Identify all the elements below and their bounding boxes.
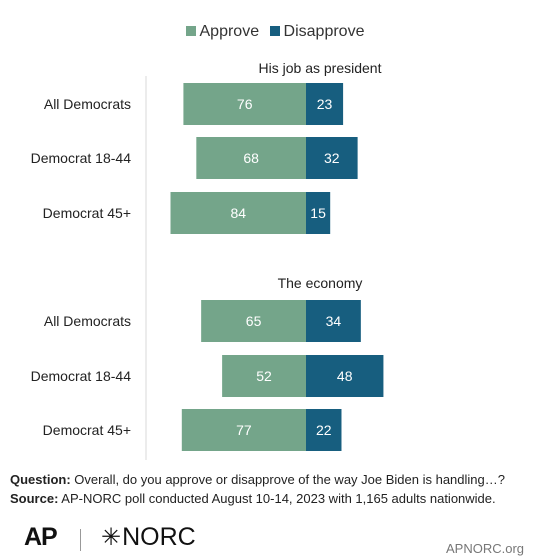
source-note: Source: AP-NORC poll conducted August 10… <box>10 489 545 508</box>
bar-disapprove <box>306 300 361 342</box>
value-label-approve: 76 <box>237 96 253 112</box>
value-label-approve: 52 <box>256 368 272 384</box>
chart-footer: Question: Overall, do you approve or dis… <box>10 470 545 508</box>
row-label: All Democrats <box>44 313 131 329</box>
value-label-disapprove: 22 <box>316 422 332 438</box>
legend-swatch-disapprove <box>269 26 280 36</box>
value-label-approve: 77 <box>236 422 252 438</box>
row-label: Democrat 45+ <box>43 205 131 221</box>
question-text: Overall, do you approve or disapprove of… <box>70 472 505 487</box>
group-title: The economy <box>278 275 363 291</box>
value-label-approve: 68 <box>243 150 259 166</box>
question-note: Question: Overall, do you approve or dis… <box>10 470 545 489</box>
bar-approve <box>170 192 306 234</box>
bar-disapprove <box>306 137 358 179</box>
bar-approve <box>201 300 306 342</box>
bar-approve <box>183 83 306 125</box>
value-label-disapprove: 15 <box>310 205 326 221</box>
row-label: Democrat 45+ <box>43 422 131 438</box>
norc-wordmark: NORC <box>122 523 196 551</box>
norc-logo: ✳NORC <box>101 523 196 552</box>
source-label: Source: <box>10 491 59 506</box>
legend-label-disapprove: Disapprove <box>283 23 365 40</box>
diverging-bar-chart: His job as president All Democrats 76 23 Dem… <box>31 60 384 460</box>
bar-approve <box>222 355 306 397</box>
bar-approve <box>196 137 306 179</box>
logo-divider <box>80 529 81 551</box>
value-label-disapprove: 34 <box>326 313 342 329</box>
value-label-disapprove: 48 <box>337 368 353 384</box>
value-label-approve: 84 <box>230 205 246 221</box>
bar-disapprove <box>306 192 331 234</box>
norc-star-icon: ✳ <box>101 524 122 551</box>
chart-legend: Approve Disapprove <box>0 23 550 41</box>
bar-disapprove <box>306 409 342 451</box>
question-label: Question: <box>10 472 71 487</box>
row-label: All Democrats <box>44 96 131 112</box>
ap-logo: AP <box>24 523 58 551</box>
legend-swatch-approve <box>185 26 196 36</box>
legend-item-approve: Approve <box>185 23 260 41</box>
source-text: AP-NORC poll conducted August 10-14, 202… <box>58 491 496 506</box>
value-label-approve: 65 <box>246 313 262 329</box>
value-label-disapprove: 32 <box>324 150 340 166</box>
legend-item-disapprove: Disapprove <box>269 23 365 41</box>
site-link[interactable]: APNORC.org <box>446 541 525 556</box>
legend-label-approve: Approve <box>199 23 260 40</box>
row-label: Democrat 18-44 <box>31 368 132 384</box>
bar-disapprove <box>306 83 344 125</box>
row-label: Democrat 18-44 <box>31 150 132 166</box>
bar-approve <box>181 409 306 451</box>
value-label-disapprove: 23 <box>317 96 333 112</box>
bar-disapprove <box>306 355 384 397</box>
group-title: His job as president <box>259 60 382 76</box>
